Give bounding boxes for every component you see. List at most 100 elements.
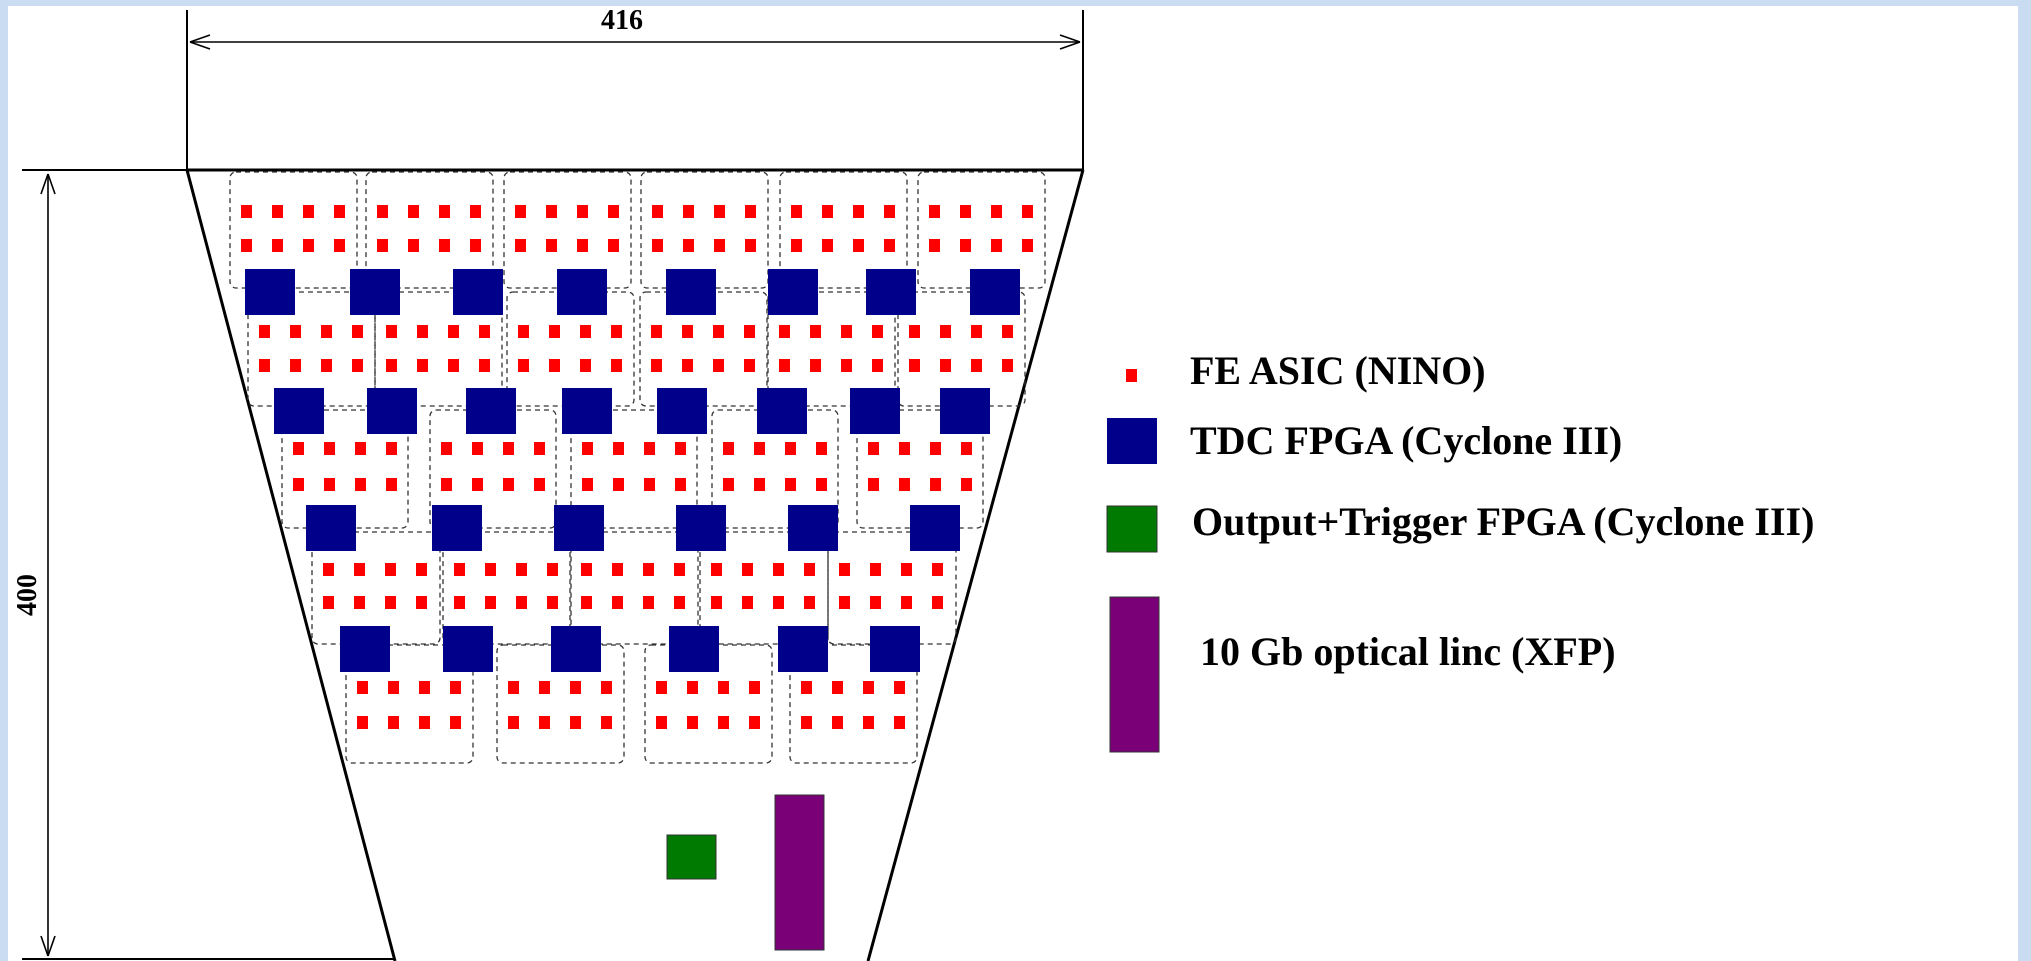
tdc-fpga-chip [768,269,818,315]
asic-chip [971,359,982,372]
asic-chip [377,239,388,252]
asic-chip [241,205,252,218]
asic-chip [711,563,722,576]
asic-chip [785,442,796,455]
asic-chip [534,478,545,491]
asic-chip [909,359,920,372]
asic-chip [711,596,722,609]
asic-chip [940,359,951,372]
asic-chip [870,596,881,609]
asic-chip [909,325,920,338]
asic-chip [334,239,345,252]
asic-chip [863,681,874,694]
arrowhead-down-icon [40,935,56,957]
asic-chip [810,325,821,338]
asic-chip [870,563,881,576]
asic-chip [682,325,693,338]
legend-item-tdc: TDC FPGA (Cyclone III) [1107,418,1622,464]
asic-chip [354,563,365,576]
asic-chip [448,359,459,372]
asic-chip [577,205,588,218]
legend: FE ASIC (NINO) TDC FPGA (Cyclone III) Ou… [1106,348,1814,753]
asic-chip [290,359,301,372]
asic-chip [570,716,581,729]
asic-chip [612,563,623,576]
asic-chip [581,596,592,609]
asic-chip [581,563,592,576]
asic-chip [472,478,483,491]
asic-chip [385,596,396,609]
asic-chip [791,239,802,252]
module-box [640,171,769,289]
asic-chip [742,563,753,576]
asic-chip [832,716,843,729]
asic-chip [884,239,895,252]
asic-chip [613,442,624,455]
asic-chip [577,239,588,252]
module-box [345,644,474,764]
asic-chip [929,205,940,218]
asic-chip [839,563,850,576]
asic-chip [450,681,461,694]
tdc-fpga-chip [788,505,838,551]
module-box [789,644,918,764]
asic-chip [321,359,332,372]
asic-chip [385,563,396,576]
tdc-fpga-chip [557,269,607,315]
module-box [779,171,908,289]
asic-chip [611,359,622,372]
asic-chip [518,359,529,372]
asic-chip [454,563,465,576]
asic-chip [357,681,368,694]
asic-chip [259,325,270,338]
module-box [503,171,632,289]
asic-chip [687,716,698,729]
asic-chip [546,205,557,218]
asic-chip [841,325,852,338]
asic-chip [675,442,686,455]
asic-chip [801,681,812,694]
asic-chip [386,442,397,455]
asic-chip [868,442,879,455]
asic-chip [894,716,905,729]
asic-chip [749,681,760,694]
asic-chip [863,716,874,729]
xfp-legend-icon [1109,596,1160,753]
asic-chip [416,563,427,576]
asic-chip [613,478,624,491]
asic-chip [718,681,729,694]
asic-chip [773,563,784,576]
asic-chip [754,478,765,491]
asic-chip [323,596,334,609]
asic-chip [713,325,724,338]
tdc-fpga-chip [245,269,295,315]
asic-chip [259,359,270,372]
tdc-fpga-chip [778,626,828,672]
asic-chip [643,596,654,609]
asic-chip [901,563,912,576]
asic-chip [651,325,662,338]
asic-chip [470,205,481,218]
asic-chip [1022,239,1033,252]
asic-chip [352,359,363,372]
asic-chip [744,359,755,372]
asic-chip [601,681,612,694]
asic-chip [386,478,397,491]
asic-chip [518,325,529,338]
xfp-module [774,794,825,951]
tdc-fpga-chip [669,626,719,672]
asic-chip [515,205,526,218]
asic-chip [961,478,972,491]
asic-chip [388,681,399,694]
asic-chip [547,596,558,609]
asic-chip [960,205,971,218]
asic-chip [417,325,428,338]
legend-label-xfp: 10 Gb optical linc (XFP) [1200,629,1616,674]
tdc-fpga-chip [757,388,807,434]
module-box [856,409,984,529]
asic-chip [479,359,490,372]
asic-chip [785,478,796,491]
tdc-fpga-chip [554,505,604,551]
asic-chip [656,716,667,729]
tdc-fpga-chip [350,269,400,315]
